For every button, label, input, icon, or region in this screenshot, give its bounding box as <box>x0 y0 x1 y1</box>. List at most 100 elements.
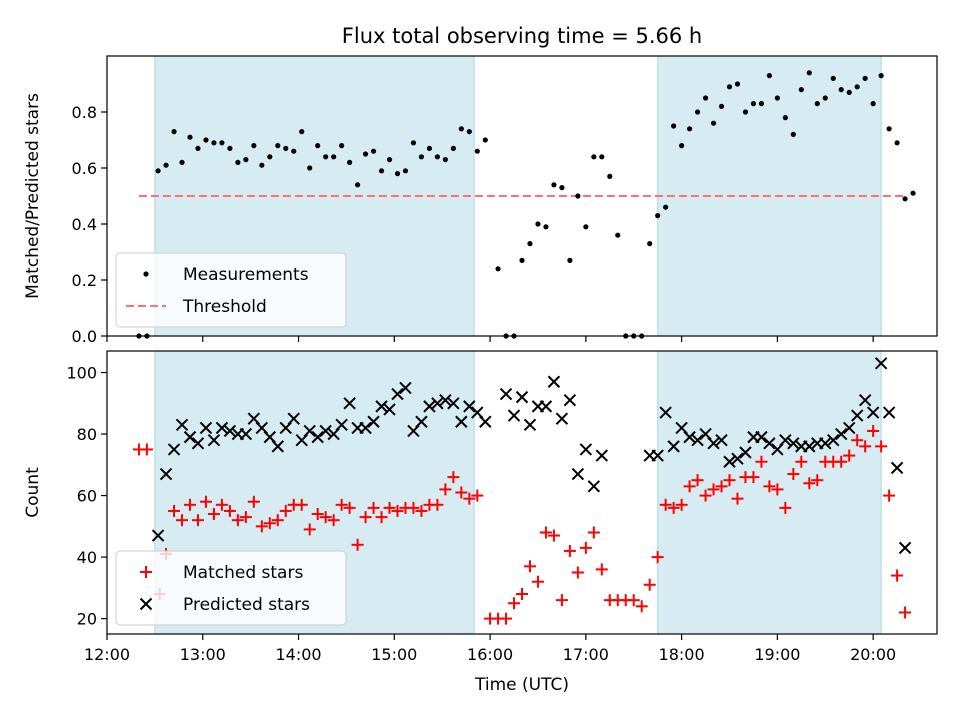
measurement-point <box>466 129 472 135</box>
x-stroke <box>827 433 840 447</box>
measurement-point <box>219 140 225 146</box>
matched-star-point <box>247 495 260 508</box>
predicted-star-point <box>787 437 800 450</box>
predicted-star-point <box>447 397 460 410</box>
matched-star-point <box>407 501 420 514</box>
x-stroke <box>667 440 680 453</box>
legend-entry-label: Measurements <box>183 265 309 285</box>
predicted-star-point <box>739 446 752 459</box>
predicted-star-point <box>827 433 840 447</box>
x-stroke <box>247 412 261 425</box>
x-stroke <box>343 397 356 410</box>
measurement-point <box>551 182 557 188</box>
matched-star-point <box>843 449 856 462</box>
x-tick-label: 17:00 <box>563 645 609 664</box>
measurement-point <box>259 162 265 168</box>
measurement-point <box>878 73 884 79</box>
x-stroke <box>555 412 569 425</box>
x-stroke <box>311 430 324 444</box>
matched-star-point <box>731 492 744 505</box>
predicted-star-point <box>319 424 332 438</box>
matched-star-point <box>367 501 380 514</box>
measurement-point <box>647 241 653 247</box>
measurement-point <box>410 140 417 146</box>
matched-star-point <box>168 504 181 517</box>
measurement-point <box>591 154 597 160</box>
x-stroke <box>303 424 316 438</box>
measurement-point <box>378 168 385 174</box>
matched-star-point <box>500 612 513 625</box>
measurement-point <box>347 159 353 165</box>
predicted-star-point <box>667 440 680 453</box>
x-stroke <box>595 449 609 462</box>
measurement-point <box>339 143 345 149</box>
matched-star-point <box>883 489 896 502</box>
predicted-star-point <box>191 437 205 450</box>
matched-star-point <box>811 474 824 487</box>
x-stroke <box>787 437 800 450</box>
measurement-point <box>495 266 501 272</box>
measurement-point <box>331 154 337 160</box>
matched-star-point <box>295 498 308 511</box>
x-stroke <box>439 394 452 407</box>
predicted-star-point <box>803 440 816 453</box>
x-stroke <box>723 455 736 468</box>
measurement-point <box>679 143 685 149</box>
measurement-point <box>686 126 693 132</box>
x-stroke <box>858 394 872 407</box>
x-stroke <box>271 440 284 453</box>
measurement-point <box>790 131 796 137</box>
matched-star-point <box>835 455 848 468</box>
measurement-point <box>519 257 525 263</box>
measurement-point <box>362 151 369 157</box>
measurement-point <box>402 168 409 174</box>
predicted-star-point <box>375 400 388 413</box>
x-stroke <box>191 437 205 450</box>
measurement-point <box>894 140 900 146</box>
legend: Measurements Threshold <box>115 252 347 328</box>
matched-star-point <box>795 455 808 468</box>
matched-star-point <box>547 529 560 542</box>
x-stroke <box>223 424 237 438</box>
matched-star-point <box>215 498 228 511</box>
measurement-point <box>450 145 456 151</box>
matched-star-point <box>319 511 332 524</box>
matched-star-point <box>471 489 484 502</box>
measurement-point <box>211 140 217 146</box>
predicted-star-point <box>223 424 237 438</box>
x-tick-label: 13:00 <box>180 645 226 664</box>
x-stroke <box>763 437 776 450</box>
measurement-point <box>902 196 908 202</box>
x-stroke <box>651 449 664 462</box>
x-stroke <box>874 357 888 370</box>
measurement-point <box>559 185 565 191</box>
x-stroke <box>383 403 396 416</box>
x-stroke <box>479 415 492 428</box>
y-tick-label: 0.6 <box>72 159 97 178</box>
measurement-point <box>155 168 161 174</box>
chart-title: Flux total observing time = 5.66 h <box>342 24 702 48</box>
matched-star-point <box>691 474 704 487</box>
matched-star-point <box>351 538 364 551</box>
predicted-star-point <box>499 387 513 401</box>
measurement-point <box>910 190 916 196</box>
predicted-star-point <box>595 449 609 462</box>
matched-star-point <box>303 523 316 536</box>
matched-star-point <box>523 560 536 573</box>
measurement-point <box>235 159 241 165</box>
y-tick-label: 80 <box>77 425 97 444</box>
predicted-star-point <box>335 418 348 432</box>
measurement-point <box>870 101 876 107</box>
measurement-point <box>734 81 741 87</box>
y-tick-label: 20 <box>77 610 97 629</box>
predicted-star-point <box>303 424 316 438</box>
measurement-point <box>718 103 725 109</box>
predicted-star-point <box>271 440 284 453</box>
x-stroke <box>319 424 332 438</box>
predicted-star-point <box>167 443 181 456</box>
x-tick-label: 14:00 <box>275 645 321 664</box>
x-stroke <box>563 394 577 407</box>
measurement-point <box>774 95 780 101</box>
x-stroke <box>850 409 864 422</box>
predicted-star-point <box>183 430 197 444</box>
